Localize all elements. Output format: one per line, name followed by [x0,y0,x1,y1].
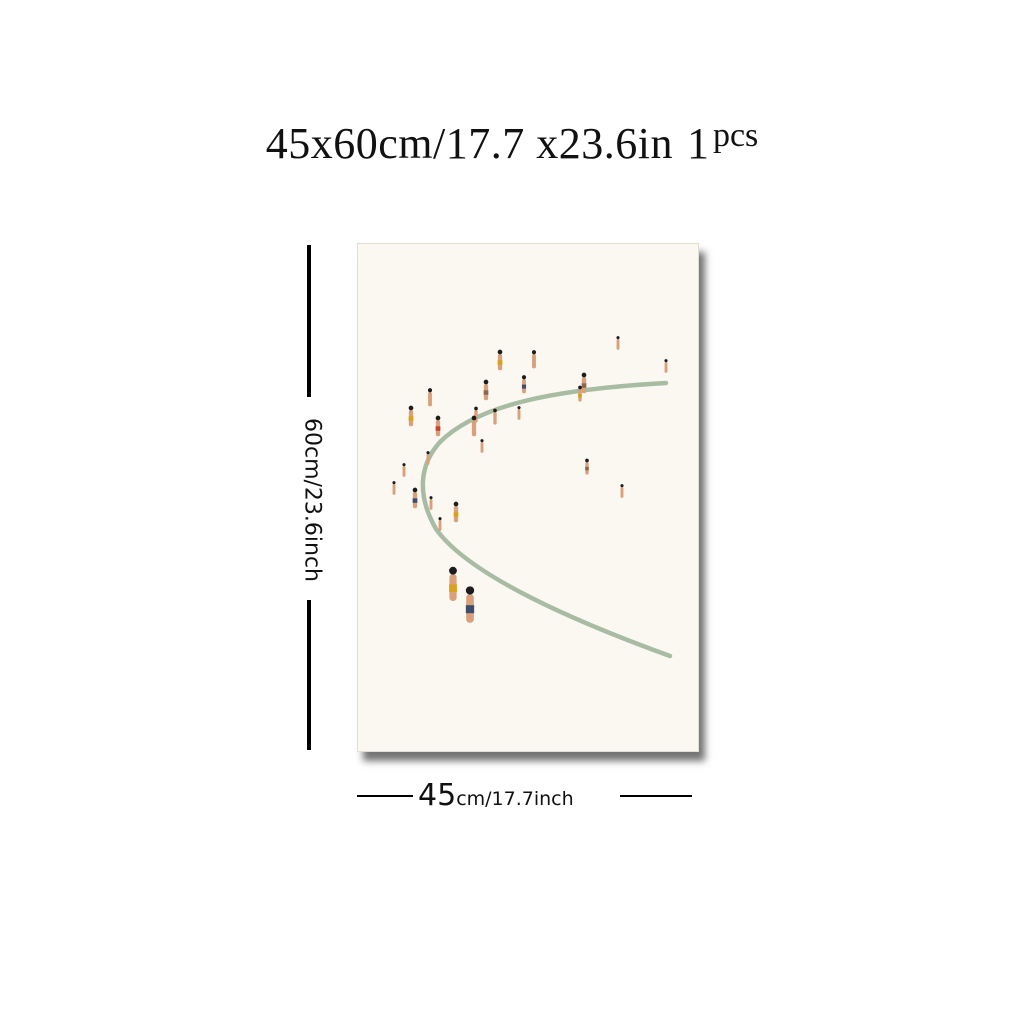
swimmer-figure [483,379,489,401]
figure-head [453,501,459,507]
figure-head [426,451,430,455]
shoreline-curve [420,380,673,659]
figure-head [664,359,668,363]
swimmer-figure [402,463,406,477]
width-dimension-label: 45cm/17.7inch [418,778,574,813]
product-size-title: 45x60cm/17.7 x23.6in 1 pcs [0,117,1024,169]
width-unit: cm/17.7inch [456,788,574,810]
figure-swimsuit [483,390,489,395]
figure-head [438,517,442,521]
swimmer-figure [521,375,527,394]
figure-swimsuit [449,584,457,592]
swimmer-figure [427,388,433,407]
figure-head [427,388,433,393]
figure-head [402,463,406,467]
figure-body [517,409,521,420]
swimmer-figure [453,501,459,523]
figure-body [428,392,432,407]
swimmer-figure [438,517,442,531]
figure-head [578,385,582,390]
figure-head [449,566,457,575]
swimmer-figure [429,496,433,510]
figure-head [581,372,587,378]
figure-body [616,339,620,350]
figure-head [517,406,521,410]
swimmer-figure [578,385,582,402]
figure-swimsuit [465,605,475,614]
figure-head [531,350,537,355]
figure-swimsuit [435,426,441,431]
figure-swimsuit [453,512,459,517]
figure-head [585,458,589,463]
figure-head [480,439,484,443]
swimmer-figure [412,487,418,509]
swimmer-figure [408,405,414,427]
figure-body [620,487,624,498]
figure-head [435,415,441,421]
figure-head [412,487,418,493]
swimmer-figure [531,350,537,369]
height-dimension-line-top [307,245,311,397]
figure-body [480,442,484,453]
figure-body [532,354,536,369]
width-dimension-line-right [620,795,692,797]
figure-swimsuit [497,360,503,365]
quantity-unit: pcs [712,117,759,154]
figure-swimsuit [585,466,589,471]
width-dimension-line-left [357,795,413,797]
quantity-number: 1 [686,119,709,168]
canvas-print [357,243,699,752]
height-dimension-line-bottom [307,600,311,750]
swimmer-figure [493,408,497,425]
swimmer-figure [517,406,521,420]
swimmer-figure [392,481,396,495]
swimmer-figure [620,484,624,498]
size-text: 45x60cm/17.7 x23.6in [265,119,673,168]
figure-swimsuit [578,393,582,398]
figure-body [402,466,406,477]
swimmer-figure [664,359,668,373]
figure-head [408,405,414,411]
figure-swimsuit [521,384,527,389]
figure-body [493,412,497,425]
swimmer-figure [471,415,477,437]
swimmer-figure [465,586,475,623]
figure-body [664,362,668,373]
figure-head [616,336,620,340]
swimmer-figure [426,451,430,465]
width-number: 45 [418,778,457,813]
figure-head [474,406,478,411]
figure-head [429,496,433,500]
figure-head [620,484,624,488]
swimmer-figure [497,349,503,371]
figure-body [471,420,477,437]
figure-head [465,586,475,595]
swimmer-figure [581,372,587,394]
swimmer-figure [585,458,589,475]
figure-head [493,408,497,413]
figure-body [429,499,433,510]
swimmer-figure [435,415,441,437]
figure-swimsuit [412,498,418,503]
figure-head [497,349,503,355]
figure-head [483,379,489,385]
figure-swimsuit [581,383,587,388]
figure-head [471,415,477,421]
figure-head [521,375,527,380]
swimmer-figures [392,336,668,623]
height-label-text: 60cm/23.6inch [299,417,325,583]
figure-body [426,454,430,465]
swimmer-figure [449,566,457,601]
swimmer-figure [480,439,484,453]
figure-body [438,520,442,531]
swimmer-figure [616,336,620,350]
figure-swimsuit [408,416,414,421]
beach-artwork [392,336,673,659]
figure-body [392,484,396,495]
figure-head [392,481,396,485]
